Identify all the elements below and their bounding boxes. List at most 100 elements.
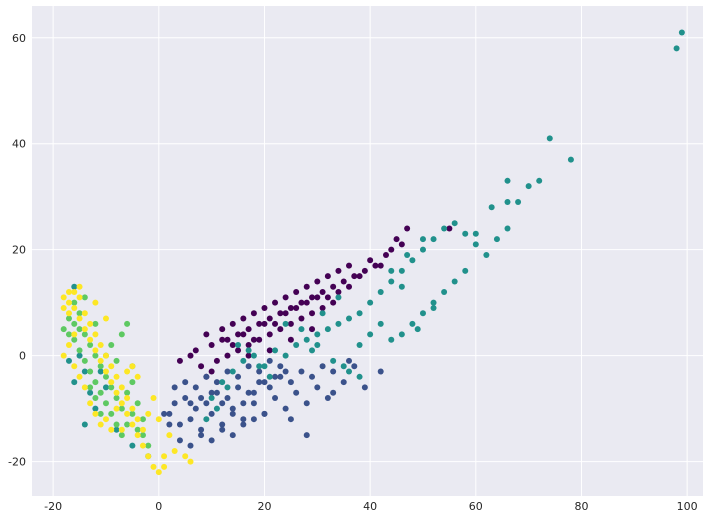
data-point [87,384,94,391]
data-point [240,357,247,364]
data-point [71,336,78,343]
data-point [277,326,284,333]
data-point [118,331,125,338]
data-point [224,336,231,343]
data-point [208,368,215,375]
data-point [65,299,72,306]
data-point [182,379,189,386]
data-point [108,384,115,391]
data-point [71,320,78,327]
data-point [272,347,279,354]
data-point [65,342,72,349]
data-point [314,342,321,349]
data-point [388,246,395,253]
data-point [293,289,300,296]
data-point [250,389,257,396]
y-tick-label: 60 [12,32,26,45]
data-point [60,326,67,333]
data-point [139,442,146,449]
x-tick-label: 0 [155,500,162,513]
data-point [240,416,247,423]
data-point [493,236,500,243]
data-point [240,421,247,428]
data-point [282,352,289,359]
data-point [224,384,231,391]
y-tick-label: 0 [19,350,26,363]
data-point [198,426,205,433]
data-point [419,310,426,317]
x-tick-label: 80 [574,500,588,513]
data-point [324,273,331,280]
data-point [346,262,353,269]
data-point [250,400,257,407]
data-point [208,389,215,396]
data-point [166,421,173,428]
data-point [134,373,141,380]
data-point [388,267,395,274]
data-point [319,310,326,317]
data-point [161,410,168,417]
data-point [87,336,94,343]
data-point [213,379,220,386]
data-point [245,363,252,370]
data-point [219,426,226,433]
data-point [161,453,168,460]
data-point [377,368,384,375]
series-2 [65,29,685,460]
data-point [171,400,178,407]
data-point [87,389,94,396]
data-point [118,405,125,412]
data-point [356,373,363,380]
data-point [102,368,109,375]
data-point [145,410,152,417]
data-point [182,453,189,460]
data-point [192,347,199,354]
data-point [124,395,131,401]
data-point [71,289,78,296]
data-point [409,320,416,327]
data-point [451,220,458,227]
data-point [155,469,162,476]
data-point [282,294,289,301]
data-point [546,135,553,142]
data-point [330,299,337,306]
data-point [330,357,337,364]
data-point [76,283,83,290]
data-point [504,177,511,184]
data-point [240,400,247,407]
series-3 [60,294,152,449]
data-point [398,241,405,248]
data-point [87,320,94,327]
data-point [303,336,310,343]
data-point [76,326,83,333]
data-point [129,410,136,417]
data-point [303,400,310,407]
y-tick-label: 20 [12,244,26,257]
y-tick-label: -20 [8,456,26,469]
data-point [404,225,411,232]
data-point [92,395,99,401]
data-point [351,273,358,280]
data-point [97,410,104,417]
data-point [298,315,305,322]
data-point [678,29,685,36]
data-point [203,373,210,380]
data-point [472,230,479,237]
data-point [319,363,326,370]
data-point [208,437,215,444]
data-point [219,421,226,428]
data-point [346,283,353,290]
data-point [293,304,300,311]
data-point [76,310,83,317]
data-point [224,368,231,375]
data-point [187,442,194,449]
data-point [187,416,194,423]
data-point [150,395,157,401]
data-point [356,310,363,317]
data-point [462,230,469,237]
data-point [118,384,125,391]
data-point [224,352,231,359]
plot-background [32,6,703,496]
data-point [124,320,131,327]
data-point [97,363,104,370]
